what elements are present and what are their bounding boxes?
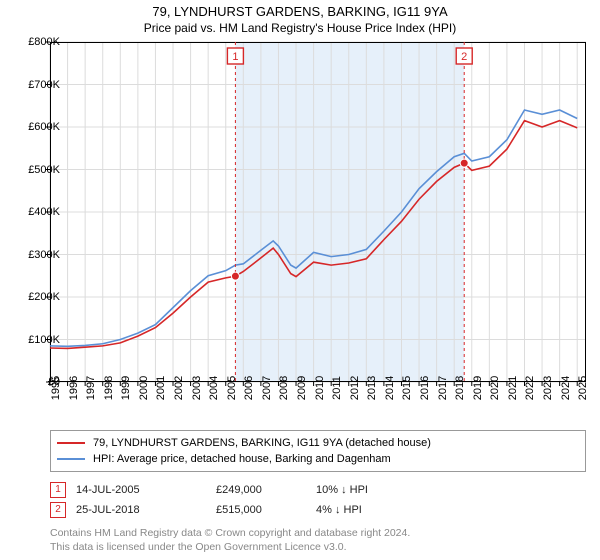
x-axis-tick-label: 2008 xyxy=(278,376,290,400)
x-axis-tick-label: 2012 xyxy=(349,376,361,400)
x-axis-tick-label: 2021 xyxy=(507,376,519,400)
sale-price: £515,000 xyxy=(216,500,306,520)
x-axis-tick-label: 2004 xyxy=(208,376,220,400)
x-axis-tick-label: 1997 xyxy=(85,376,97,400)
x-axis-tick-label: 2005 xyxy=(226,376,238,400)
x-axis-tick-label: 2011 xyxy=(331,376,343,400)
x-axis-tick-label: 2025 xyxy=(577,376,589,400)
y-axis-tick-label: £600K xyxy=(10,121,60,133)
y-axis-tick-label: £300K xyxy=(10,249,60,261)
y-axis-tick-label: £700K xyxy=(10,79,60,91)
x-axis-tick-label: 2018 xyxy=(454,376,466,400)
x-axis-tick-label: 2003 xyxy=(191,376,203,400)
x-axis-tick-label: 2015 xyxy=(401,376,413,400)
x-axis-tick-label: 2020 xyxy=(489,376,501,400)
x-axis-tick-label: 2007 xyxy=(261,376,273,400)
x-axis-tick-label: 2017 xyxy=(437,376,449,400)
x-axis-tick-label: 2010 xyxy=(314,376,326,400)
svg-text:2: 2 xyxy=(461,51,467,63)
arrow-down-icon: ↓ xyxy=(335,504,341,516)
x-axis-tick-label: 2016 xyxy=(419,376,431,400)
chart-legend: 79, LYNDHURST GARDENS, BARKING, IG11 9YA… xyxy=(50,430,586,472)
page-title-address: 79, LYNDHURST GARDENS, BARKING, IG11 9YA xyxy=(0,4,600,19)
x-axis-tick-label: 2000 xyxy=(138,376,150,400)
x-axis-tick-label: 1998 xyxy=(103,376,115,400)
x-axis-tick-label: 2002 xyxy=(173,376,185,400)
credits-text: Contains HM Land Registry data © Crown c… xyxy=(50,526,586,554)
y-axis-tick-label: £100K xyxy=(10,334,60,346)
x-axis-tick-label: 2013 xyxy=(366,376,378,400)
legend-item: 79, LYNDHURST GARDENS, BARKING, IG11 9YA… xyxy=(57,435,579,451)
sale-date: 14-JUL-2005 xyxy=(76,480,206,500)
table-row: 2 25-JUL-2018 £515,000 4% ↓ HPI xyxy=(50,500,586,520)
y-axis-tick-label: £800K xyxy=(10,36,60,48)
x-axis-tick-label: 2019 xyxy=(472,376,484,400)
x-axis-tick-label: 2006 xyxy=(243,376,255,400)
sale-marker-icon: 2 xyxy=(50,502,66,518)
svg-text:1: 1 xyxy=(232,51,238,63)
legend-swatch xyxy=(57,458,85,460)
x-axis-tick-label: 2009 xyxy=(296,376,308,400)
legend-swatch xyxy=(57,442,85,444)
x-axis-tick-label: 1996 xyxy=(68,376,80,400)
legend-label: 79, LYNDHURST GARDENS, BARKING, IG11 9YA… xyxy=(93,435,431,451)
y-axis-tick-label: £500K xyxy=(10,164,60,176)
price-chart: 12 xyxy=(50,42,586,382)
sale-diff: 4% ↓ HPI xyxy=(316,500,416,520)
x-axis-tick-label: 1999 xyxy=(120,376,132,400)
legend-label: HPI: Average price, detached house, Bark… xyxy=(93,451,391,467)
sale-diff: 10% ↓ HPI xyxy=(316,480,416,500)
x-axis-tick-label: 2022 xyxy=(524,376,536,400)
x-axis-tick-label: 1995 xyxy=(50,376,62,400)
sales-table: 1 14-JUL-2005 £249,000 10% ↓ HPI 2 25-JU… xyxy=(50,480,586,520)
x-axis-tick-label: 2024 xyxy=(560,376,572,400)
x-axis-tick-label: 2014 xyxy=(384,376,396,400)
table-row: 1 14-JUL-2005 £249,000 10% ↓ HPI xyxy=(50,480,586,500)
page-subtitle: Price paid vs. HM Land Registry's House … xyxy=(0,21,600,35)
sale-price: £249,000 xyxy=(216,480,306,500)
x-axis-tick-label: 2001 xyxy=(155,376,167,400)
legend-item: HPI: Average price, detached house, Bark… xyxy=(57,451,579,467)
x-axis-tick-label: 2023 xyxy=(542,376,554,400)
y-axis-tick-label: £200K xyxy=(10,291,60,303)
sale-marker-icon: 1 xyxy=(50,482,66,498)
arrow-down-icon: ↓ xyxy=(341,484,347,496)
sale-date: 25-JUL-2018 xyxy=(76,500,206,520)
y-axis-tick-label: £400K xyxy=(10,206,60,218)
